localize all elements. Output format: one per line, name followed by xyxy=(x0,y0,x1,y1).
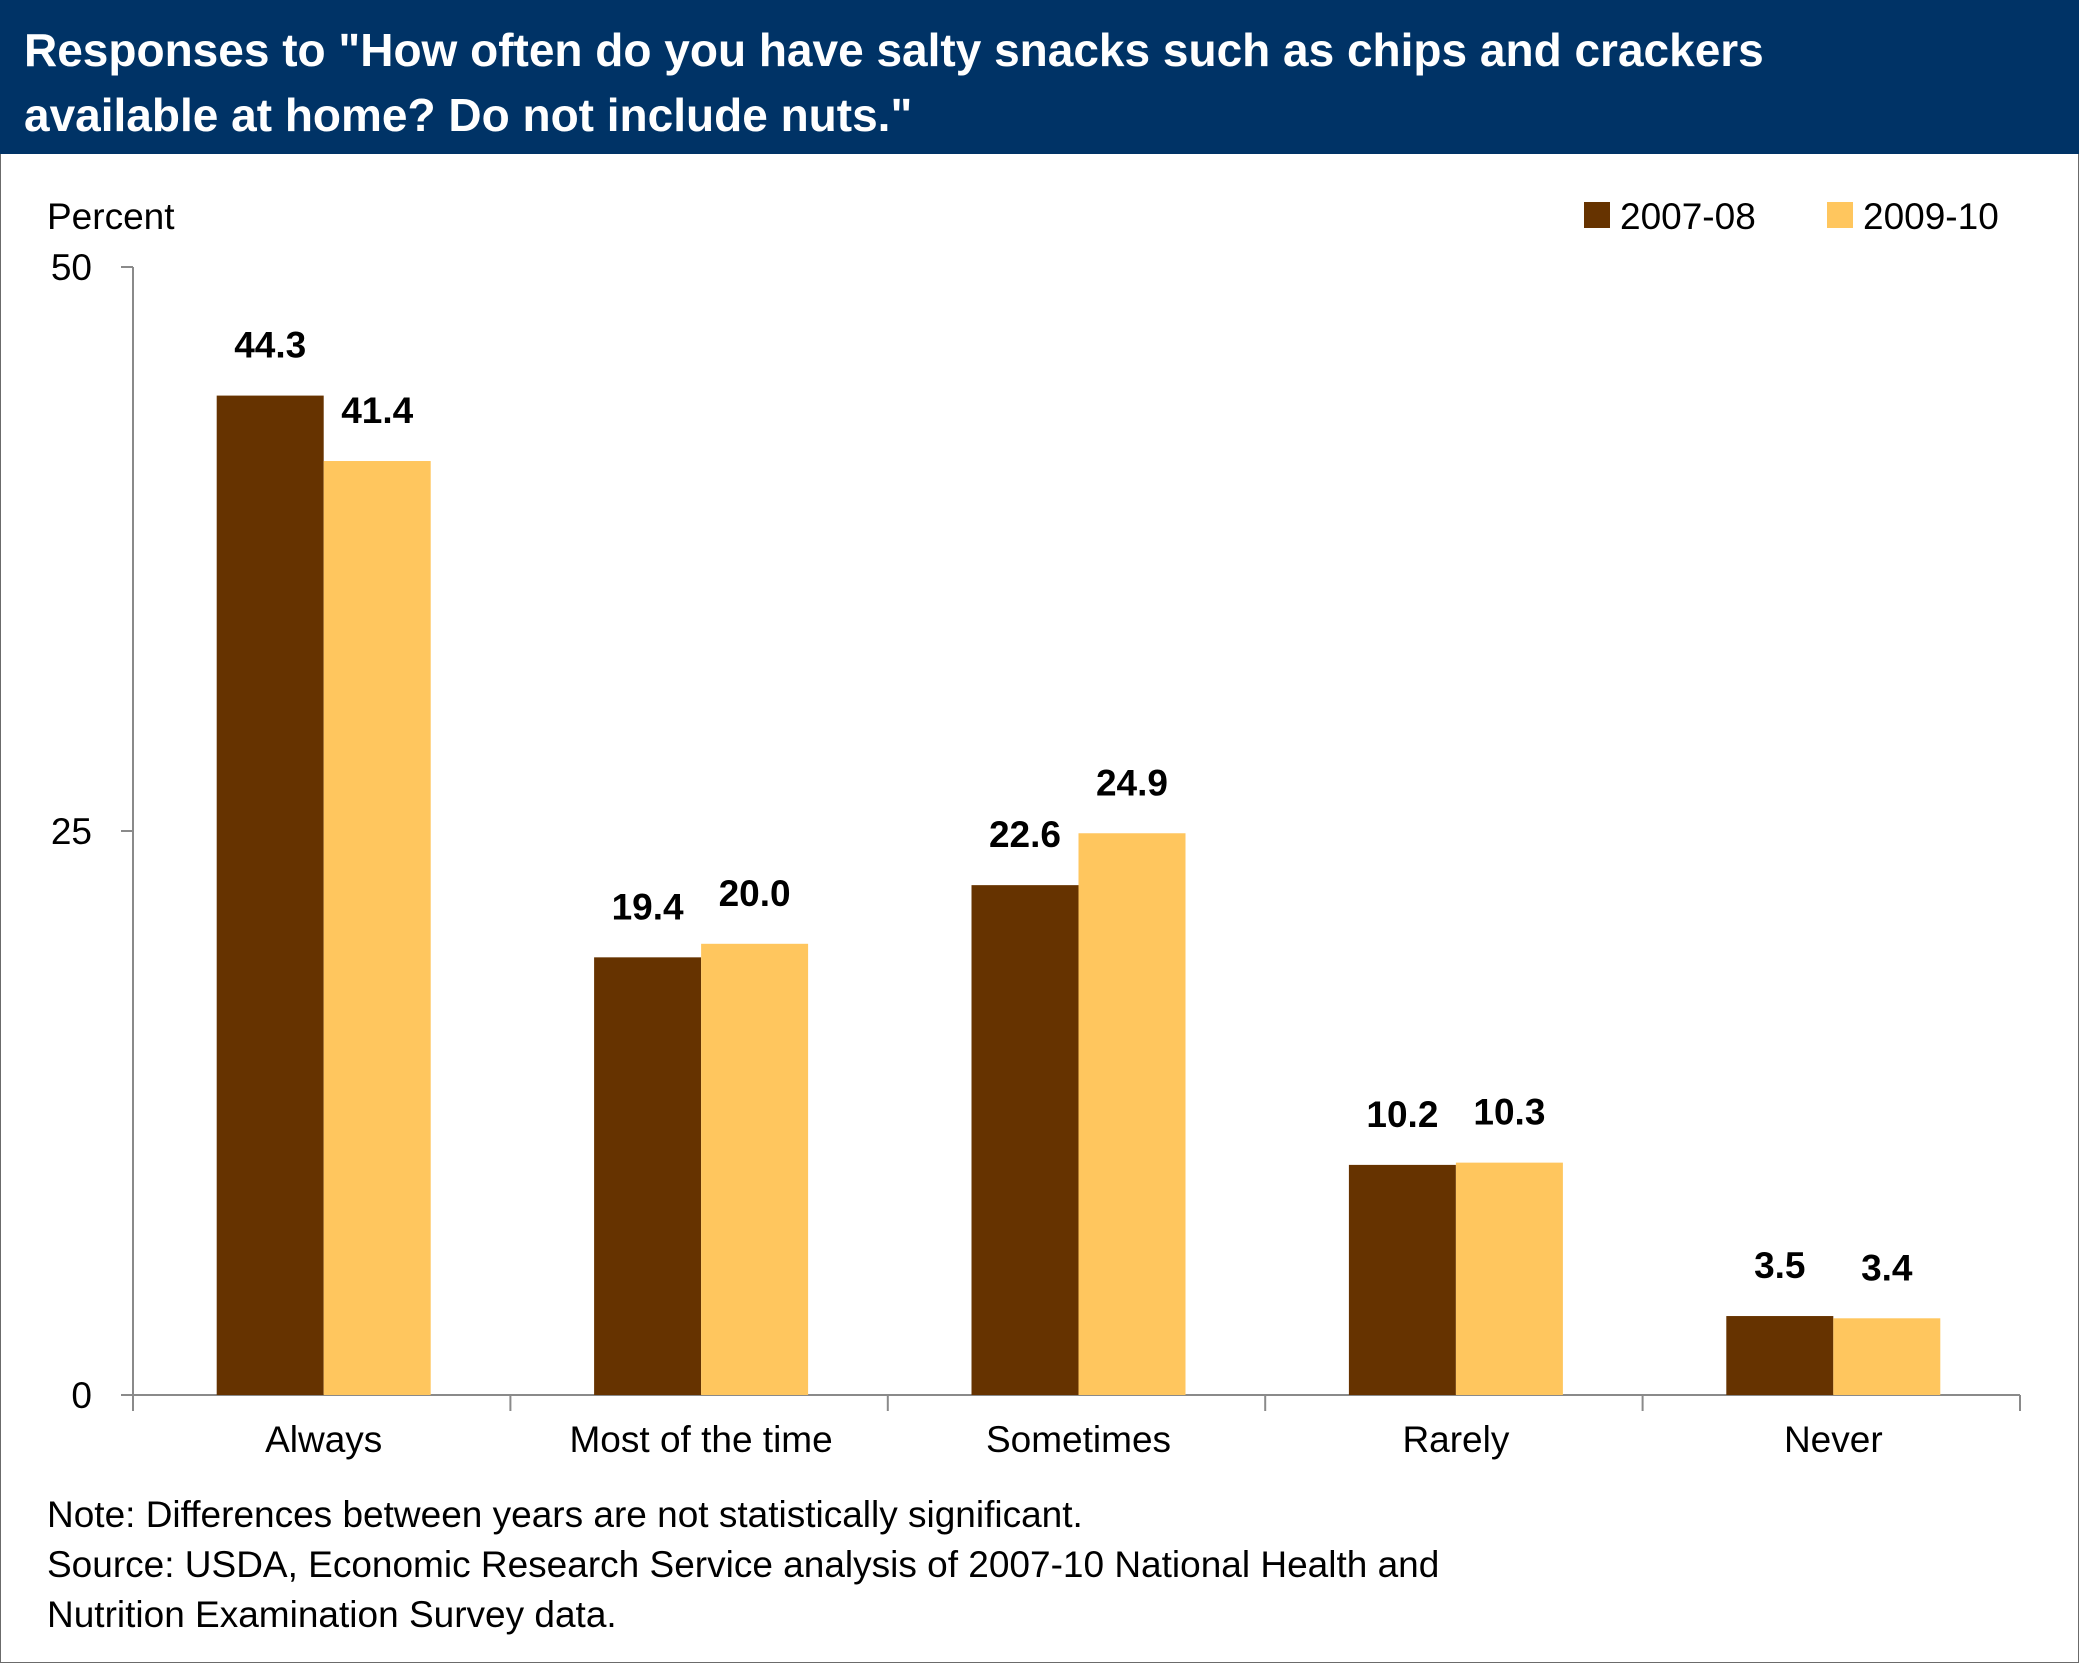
data-label: 20.0 xyxy=(719,873,791,914)
source-text-line1: Source: USDA, Economic Research Service … xyxy=(47,1544,1440,1585)
source-text-line2: Nutrition Examination Survey data. xyxy=(47,1594,617,1635)
data-label: 10.2 xyxy=(1366,1094,1438,1135)
footnotes: Note: Differences between years are not … xyxy=(47,1490,1947,1640)
data-label: 3.5 xyxy=(1754,1245,1805,1286)
title-banner: Responses to "How often do you have salt… xyxy=(0,0,2079,154)
x-tick-label: Sometimes xyxy=(986,1419,1171,1460)
data-label: 3.4 xyxy=(1861,1247,1913,1288)
y-tick-label: 50 xyxy=(51,247,92,288)
x-tick-label: Never xyxy=(1784,1419,1883,1460)
bar xyxy=(1833,1318,1941,1395)
x-tick-label: Always xyxy=(265,1419,382,1460)
bar xyxy=(594,957,702,1395)
bar xyxy=(701,943,809,1395)
bar xyxy=(1455,1162,1563,1395)
legend-label: 2007-08 xyxy=(1620,196,1756,237)
y-tick-label: 0 xyxy=(71,1375,92,1416)
legend-swatch xyxy=(1584,202,1610,228)
bar xyxy=(1726,1316,1834,1395)
chart-title: Responses to "How often do you have salt… xyxy=(24,24,1764,141)
data-label: 44.3 xyxy=(234,325,306,366)
x-tick-label: Rarely xyxy=(1402,1419,1509,1460)
note-text: Note: Differences between years are not … xyxy=(47,1494,1083,1535)
bar xyxy=(971,885,1079,1395)
bar xyxy=(1348,1164,1456,1395)
x-tick-label: Most of the time xyxy=(569,1419,832,1460)
data-label: 10.3 xyxy=(1473,1092,1545,1133)
bar xyxy=(323,461,431,1395)
data-label: 22.6 xyxy=(989,814,1061,855)
y-axis-label: Percent xyxy=(47,196,175,237)
data-label: 24.9 xyxy=(1096,762,1168,803)
bar xyxy=(216,395,324,1395)
bar xyxy=(1078,833,1186,1395)
legend-label: 2009-10 xyxy=(1863,196,1999,237)
bar-chart: Percent 0 25 50 44.3 41.4 Always 19.4 20.0 Most o… xyxy=(47,196,2021,1460)
data-label: 41.4 xyxy=(341,390,413,431)
legend-swatch xyxy=(1827,202,1853,228)
data-label: 19.4 xyxy=(612,886,684,927)
y-tick-label: 25 xyxy=(51,811,92,852)
